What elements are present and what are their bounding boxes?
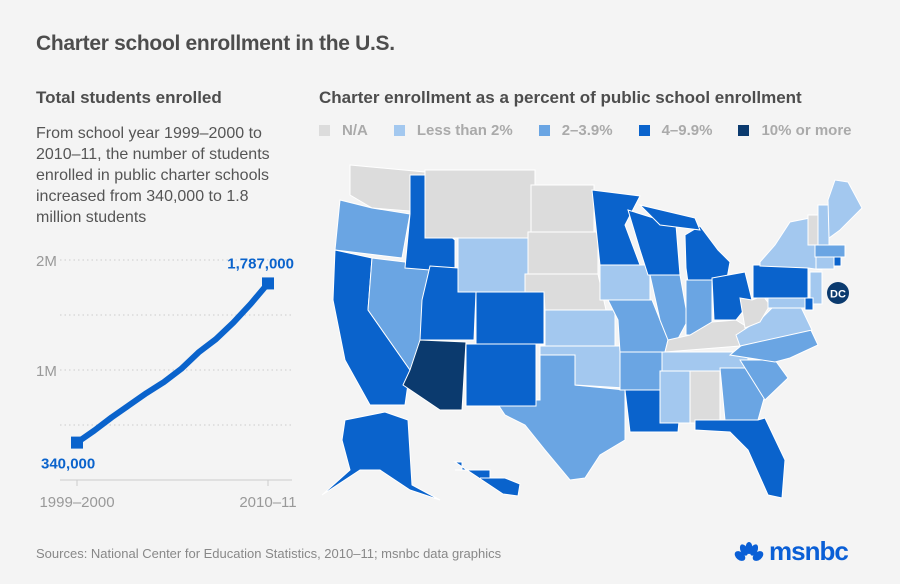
state-nh — [817, 204, 830, 246]
msnbc-logo: msnbc — [733, 536, 849, 567]
legend-item-4to10: 4–9.9% — [638, 122, 713, 139]
state-co — [475, 291, 545, 345]
y-tick-label: 1M — [36, 363, 57, 380]
state-mn — [591, 189, 641, 266]
legend-item-10plus: 10% or more — [738, 122, 852, 139]
state-ms — [659, 370, 691, 424]
legend-label: 4–9.9% — [661, 122, 713, 139]
state-ia — [599, 264, 651, 301]
line-chart-heading: Total students enrolled — [36, 88, 222, 107]
state-fl — [694, 417, 786, 499]
legend-swatch — [319, 125, 330, 136]
state-il — [649, 274, 689, 352]
peacock-icon — [734, 541, 764, 561]
legend-swatch — [393, 125, 405, 136]
state-mi — [638, 204, 701, 231]
map-heading: Charter enrollment as a percent of publi… — [319, 88, 802, 107]
source-note: Sources: National Center for Education S… — [36, 546, 502, 561]
data-label-end: 1,787,000 — [227, 255, 294, 272]
state-az — [402, 339, 467, 411]
state-ar — [619, 351, 665, 391]
legend-item-na: N/A — [319, 122, 368, 139]
state-or — [334, 199, 411, 259]
state-ut — [419, 265, 477, 341]
state-de — [804, 297, 814, 311]
state-pa — [752, 264, 809, 299]
line-chart-description: From school year 1999–2000 to 2010–11, t… — [36, 125, 270, 226]
state-ak — [321, 411, 441, 501]
state-nm — [465, 343, 537, 407]
state-wa — [349, 164, 426, 213]
legend-label: N/A — [342, 122, 368, 139]
x-tick-label: 1999–2000 — [39, 494, 114, 511]
state-nd — [530, 184, 595, 233]
legend-swatch — [538, 125, 550, 136]
logo-text: msnbc — [769, 536, 849, 566]
data-point — [71, 436, 83, 449]
data-point — [262, 277, 274, 290]
y-tick-label: 2M — [36, 253, 57, 270]
legend-label: Less than 2% — [416, 122, 513, 139]
dc-label: DC — [830, 289, 846, 301]
legend-swatch — [638, 125, 650, 136]
legend-label: 10% or more — [761, 122, 852, 139]
state-al — [689, 370, 721, 424]
series-line — [75, 281, 271, 446]
state-nj — [809, 271, 823, 305]
state-wy — [457, 237, 531, 301]
state-hi — [453, 461, 521, 497]
data-label-start: 340,000 — [41, 456, 95, 473]
page-title: Charter school enrollment in the U.S. — [36, 32, 395, 55]
line-chart: 2M 1M 1999–2000 2010–11 340,000 1,787,000 — [36, 253, 297, 511]
state-sd — [527, 231, 599, 275]
us-map — [321, 164, 863, 501]
legend-item-2to4: 2–3.9% — [538, 122, 613, 139]
legend-swatch — [738, 125, 750, 136]
state-ma — [814, 244, 846, 258]
dc-circle — [827, 282, 849, 304]
state-md — [767, 296, 809, 309]
legend-label: 2–3.9% — [561, 122, 613, 139]
dc-marker: DC — [827, 282, 849, 304]
legend-item-lt2: Less than 2% — [393, 122, 513, 139]
state-ct — [815, 256, 835, 270]
map-legend: N/A Less than 2% 2–3.9% 4–9.9% 10% or mo… — [319, 122, 878, 139]
state-me — [827, 179, 863, 239]
state-vt — [807, 214, 819, 246]
state-mt — [424, 169, 536, 239]
state-ks — [544, 309, 616, 347]
x-tick-label: 2010–11 — [239, 494, 296, 511]
